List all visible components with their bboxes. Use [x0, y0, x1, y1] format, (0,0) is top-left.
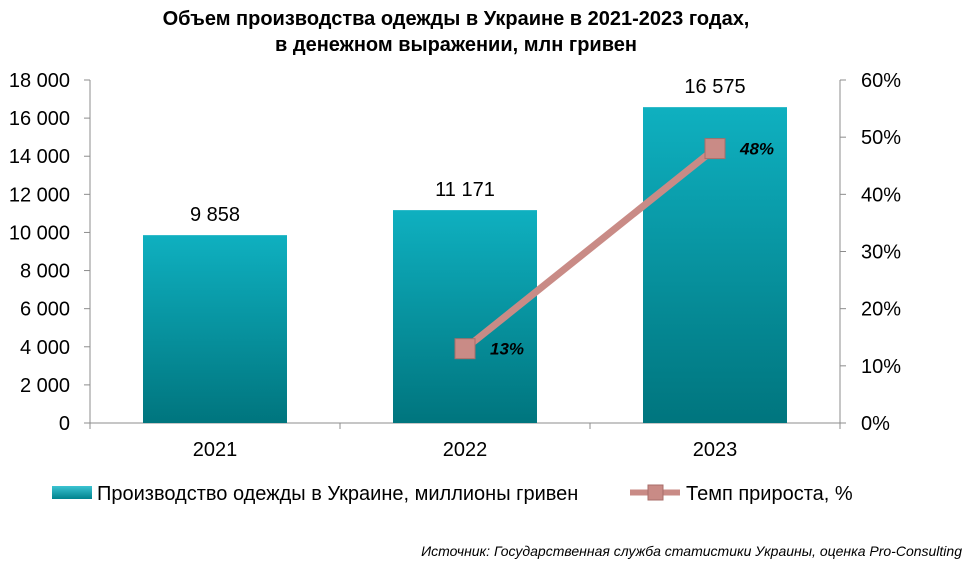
right-tick-label: 10%	[861, 356, 901, 378]
left-tick-label: 16 000	[9, 108, 70, 130]
axes: 0 2 000 4 000 6 000 8 000 10 000 12 000 14 000 1…	[9, 70, 901, 461]
left-tick-label: 6 000	[20, 299, 70, 321]
left-tick-label: 2 000	[20, 375, 70, 397]
bar	[143, 235, 287, 423]
right-tick-label: 60%	[861, 70, 901, 92]
right-tick-label: 30%	[861, 242, 901, 264]
chart-title-line-2: в денежном выражении, млн гривен	[275, 34, 637, 56]
legend-bar-label: Производство одежды в Украине, миллионы …	[97, 483, 578, 505]
left-tick-label: 4 000	[20, 337, 70, 359]
left-tick-label: 14 000	[9, 146, 70, 168]
right-tick-label: 0%	[861, 413, 890, 435]
growth-value-label: 13%	[490, 340, 524, 359]
bar-value-label: 11 171	[435, 179, 495, 201]
source-note: Источник: Государственная служба статист…	[421, 543, 962, 559]
x-tick-label: 2023	[693, 439, 738, 461]
growth-line	[462, 145, 718, 352]
bar-series	[143, 107, 787, 423]
left-tick-label: 0	[59, 413, 70, 435]
x-tick-label: 2021	[193, 439, 238, 461]
left-tick-label: 10 000	[9, 222, 70, 244]
right-tick-label: 50%	[861, 127, 901, 149]
left-tick-label: 18 000	[9, 70, 70, 92]
bar-value-label: 16 575	[684, 76, 745, 98]
bar	[643, 107, 787, 423]
legend-bar-swatch	[52, 486, 92, 499]
bar	[393, 210, 537, 423]
right-tick-label: 20%	[861, 299, 901, 321]
legend-line-label: Темп прироста, %	[686, 483, 853, 505]
line-series	[454, 138, 726, 360]
left-tick-label: 8 000	[20, 261, 70, 283]
growth-value-label: 48%	[739, 140, 774, 159]
x-tick-label: 2022	[443, 439, 488, 461]
legend: Производство одежды в Украине, миллионы …	[52, 483, 853, 505]
legend-line-marker	[647, 484, 664, 501]
right-tick-label: 40%	[861, 184, 901, 206]
bar-value-label: 9 858	[190, 204, 240, 226]
left-tick-label: 12 000	[9, 184, 70, 206]
data-labels: 9 858 11 171 16 575 13% 48%	[190, 76, 774, 359]
growth-point	[704, 138, 726, 160]
chart-title-line-1: Объем производства одежды в Украине в 20…	[163, 8, 750, 30]
growth-point	[454, 338, 476, 360]
